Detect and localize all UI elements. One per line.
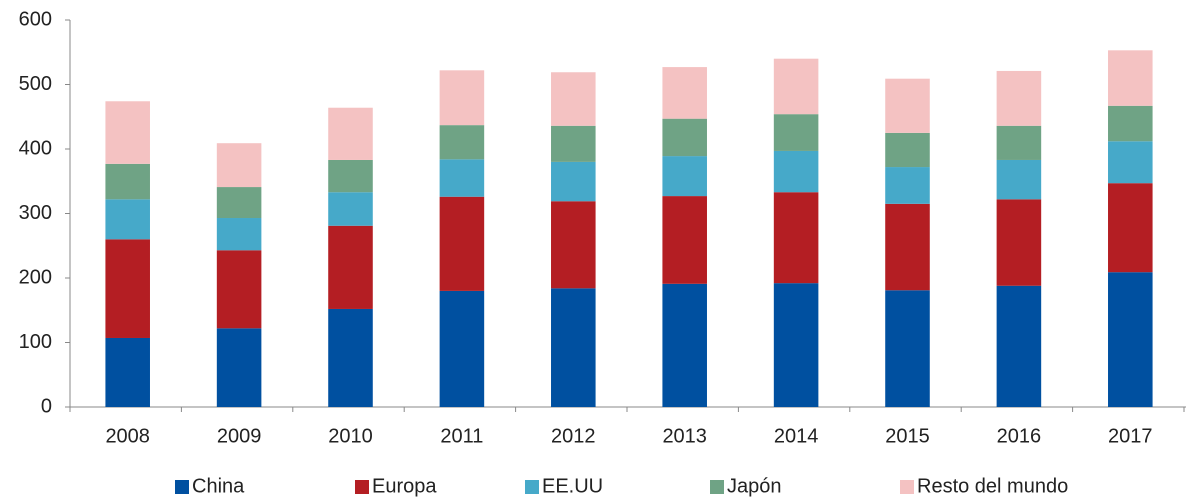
- legend-label: EE.UU: [542, 475, 603, 497]
- bar-segment: [1108, 183, 1153, 273]
- bar-segment: [328, 225, 373, 309]
- bar-segment: [996, 159, 1042, 200]
- bar-segment: [1108, 141, 1153, 184]
- bar-segment: [773, 283, 819, 407]
- bar-segment: [439, 70, 485, 126]
- bar-segment: [216, 328, 262, 407]
- bar-segment: [885, 78, 930, 133]
- x-tick-label: 2012: [551, 425, 596, 447]
- x-tick-label: 2010: [328, 425, 373, 447]
- x-tick-label: 2009: [217, 425, 262, 447]
- bar-segment: [328, 192, 373, 226]
- bar-segment: [105, 101, 150, 164]
- bar-segment: [662, 283, 707, 407]
- y-tick-label: 600: [19, 8, 52, 30]
- x-tick-label: 2017: [1108, 425, 1153, 447]
- x-tick-label: 2016: [997, 425, 1042, 447]
- bar-segment: [996, 125, 1042, 160]
- bar-segment: [662, 67, 707, 119]
- x-tick-label: 2011: [440, 425, 483, 447]
- bar-segment: [105, 199, 150, 240]
- bar-segment: [773, 58, 819, 115]
- bar-segment: [551, 201, 596, 289]
- bar-segment: [996, 70, 1042, 126]
- bar-segment: [773, 150, 819, 193]
- bar-segment: [216, 250, 262, 329]
- y-tick-label: 0: [41, 395, 52, 417]
- legend-swatch: [175, 480, 189, 494]
- bar-segment: [105, 163, 150, 200]
- bar-segment: [216, 143, 262, 188]
- bar-segment: [885, 132, 930, 168]
- bar-segment: [662, 156, 707, 197]
- y-tick-label: 100: [19, 331, 52, 353]
- bar-segment: [328, 308, 373, 407]
- x-tick-label: 2015: [885, 425, 930, 447]
- x-tick-label: 2014: [774, 425, 819, 447]
- y-tick-label: 200: [19, 266, 52, 288]
- legend-label: Europa: [372, 475, 437, 497]
- bar-segment: [1108, 272, 1153, 407]
- bar-segment: [885, 290, 930, 407]
- y-tick-label: 500: [19, 73, 52, 95]
- bar-segment: [551, 288, 596, 407]
- bar-segment: [551, 72, 596, 126]
- bar-segment: [439, 290, 485, 407]
- bar-segment: [216, 218, 262, 251]
- legend-swatch: [710, 480, 724, 494]
- bar-segment: [662, 118, 707, 157]
- bar-segment: [105, 337, 150, 407]
- bar-segment: [996, 285, 1042, 407]
- bar-segment: [551, 161, 596, 202]
- y-tick-label: 300: [19, 202, 52, 224]
- bar-segment: [105, 239, 150, 338]
- bar-segment: [551, 125, 596, 162]
- bar-segment: [439, 196, 485, 291]
- bar-segment: [773, 192, 819, 284]
- bar-segment: [885, 167, 930, 204]
- bar-segment: [328, 107, 373, 160]
- bar-segment: [662, 196, 707, 284]
- legend-swatch: [900, 480, 914, 494]
- bar-segment: [885, 203, 930, 291]
- bar-segment: [328, 159, 373, 193]
- bar-segment: [1108, 105, 1153, 142]
- legend-label: China: [192, 475, 245, 497]
- y-tick-label: 400: [19, 137, 52, 159]
- legend-label: Resto del mundo: [917, 475, 1068, 497]
- legend-swatch: [525, 480, 539, 494]
- bar-segment: [773, 114, 819, 151]
- bar-segment: [216, 187, 262, 219]
- bar-segment: [996, 199, 1042, 286]
- legend-label: Japón: [727, 475, 782, 497]
- x-tick-label: 2008: [105, 425, 150, 447]
- bar-segment: [439, 125, 485, 160]
- x-tick-label: 2013: [662, 425, 707, 447]
- bar-segment: [1108, 50, 1153, 106]
- bar-segment: [439, 159, 485, 197]
- legend-swatch: [355, 480, 369, 494]
